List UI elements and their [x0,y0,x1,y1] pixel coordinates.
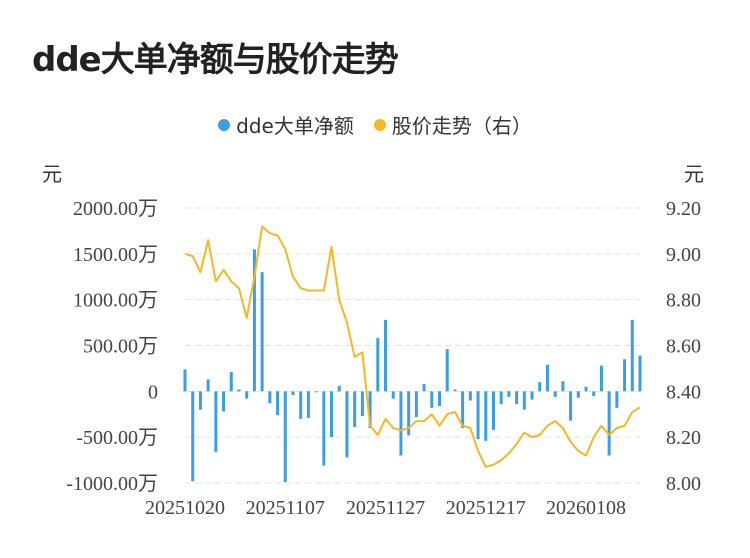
bar [368,391,372,428]
bar [623,359,627,392]
bar [561,381,565,392]
right-tick-label: 8.80 [666,290,701,312]
left-axis-unit: 元 [42,162,62,186]
bar [599,365,603,392]
bar [399,391,403,456]
right-tick-label: 8.00 [666,473,701,495]
bar [499,391,503,405]
bar [422,384,426,392]
bar [507,391,511,397]
left-tick-label: 2000.00万 [73,198,158,220]
bar [538,382,542,392]
legend-label-dde: dde大单净额 [236,114,354,138]
x-tick-label: 20251107 [246,497,325,519]
price-line [184,225,641,468]
bar [384,319,388,392]
bar [569,391,573,421]
bar [229,372,233,392]
bar [615,391,619,408]
bar [468,391,472,401]
bar [268,391,272,404]
right-tick-label: 8.40 [666,381,701,403]
bar [322,391,326,466]
bar [445,349,449,392]
bar [607,391,611,456]
left-tick-label: 1500.00万 [73,244,158,266]
bar [291,391,295,395]
bar [353,391,357,428]
legend-label-price: 股价走势（右） [391,114,532,138]
bar [553,391,557,397]
bar [515,391,519,405]
bar [376,338,380,392]
bar [345,391,349,458]
bar [437,391,441,406]
bar [245,391,249,399]
bar [584,386,588,392]
bar [214,391,218,452]
x-tick-label: 20251020 [145,497,225,519]
legend-item-dde[interactable]: dde大单净额 [218,110,354,139]
bar [545,364,549,392]
bar [314,391,318,393]
x-tick-label: 20260108 [546,497,626,519]
bar [283,391,287,483]
bar [183,369,187,392]
bar [198,391,202,410]
bar [330,391,334,438]
bar [414,391,418,417]
bar [191,391,195,482]
x-tick-label: 20251217 [446,497,526,519]
bar [453,389,457,392]
left-tick-label: 500.00万 [83,336,158,358]
bar [630,319,634,392]
bar [337,385,341,392]
right-tick-label: 8.20 [666,427,701,449]
x-tick-label: 20251127 [346,497,425,519]
bar [306,391,310,418]
bar [360,391,364,417]
chart-title: dde大单净额与股价走势 [32,40,399,80]
right-tick-label: 8.60 [666,336,701,358]
bar [407,391,411,436]
legend-dot-price [373,118,386,131]
bar [476,391,480,439]
bar [484,391,488,441]
bar [530,391,534,400]
legend-dot-dde [218,118,231,131]
left-tick-label: 0 [148,381,158,403]
bar [252,249,256,392]
right-axis-unit: 元 [684,162,704,186]
bar [461,391,465,428]
left-tick-label: -500.00万 [76,427,158,449]
bar [522,391,526,410]
bar [260,272,264,392]
legend: dde大单净额 股价走势（右） [0,110,750,139]
bar [206,379,210,392]
bar [237,389,241,392]
bar [299,391,303,419]
left-tick-label: 1000.00万 [73,290,158,312]
bar [276,391,280,416]
bar [638,355,642,392]
left-tick-label: -1000.00万 [66,473,158,495]
bar [391,391,395,399]
bar [592,391,596,396]
legend-item-price[interactable]: 股价走势（右） [373,110,532,139]
bar [222,391,226,412]
right-tick-label: 9.00 [666,244,701,266]
bar [576,391,580,398]
bar [491,391,495,430]
right-tick-label: 9.20 [666,198,701,220]
bar [430,391,434,408]
